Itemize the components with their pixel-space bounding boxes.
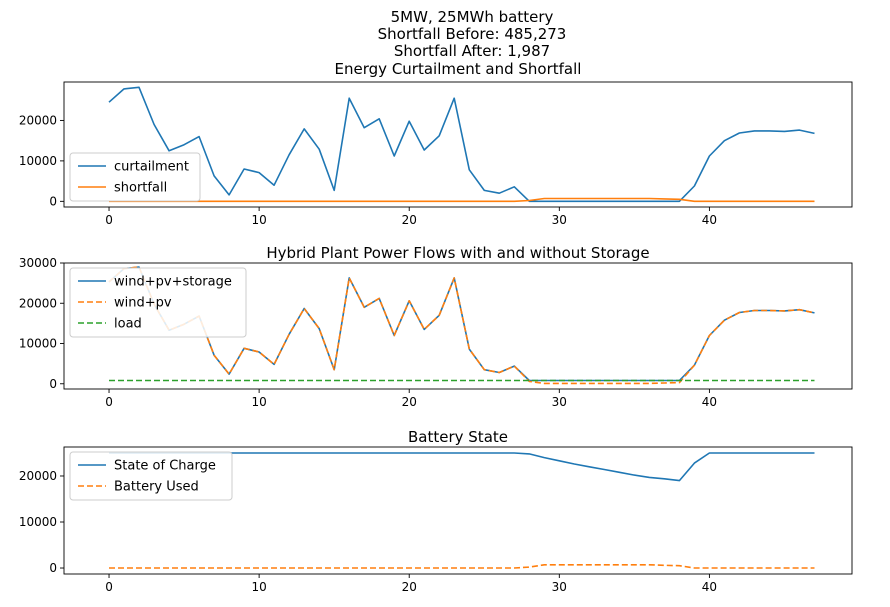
legend-label: State of Charge (114, 459, 216, 474)
x-tick-label: 40 (702, 580, 717, 594)
x-tick-label: 20 (402, 580, 417, 594)
panel-3-title: Battery State (408, 428, 508, 446)
y-tick-label: 10000 (19, 337, 57, 351)
x-tick-label: 30 (552, 213, 567, 227)
x-tick-label: 10 (251, 213, 266, 227)
series-line-curtailment (108, 86, 815, 203)
legend-box (69, 451, 233, 501)
chart-panel-3: Battery State 0 10 20 30 40 0 10000 20000 State o… (19, 428, 853, 594)
panel-1-title: Energy Curtailment and Shortfall (335, 60, 582, 78)
x-tick-label: 20 (402, 213, 417, 227)
x-tick-label: 20 (402, 395, 417, 409)
y-tick-label: 10000 (19, 515, 57, 529)
x-tick-label: 10 (251, 395, 266, 409)
legend-label: curtailment (114, 160, 189, 175)
legend-label: wind+pv (114, 296, 172, 311)
y-tick-label: 30000 (19, 256, 57, 270)
legend-label: wind+pv+storage (114, 275, 232, 290)
legend-box (69, 152, 201, 202)
legend: curtailment shortfall (69, 152, 201, 202)
legend-label: shortfall (114, 181, 167, 196)
series-line-wind-pv (108, 266, 815, 385)
series-line-shortfall (109, 197, 815, 203)
legend-box (69, 267, 247, 338)
y-tick-label: 20000 (19, 296, 57, 310)
series-line-battery-used (109, 563, 815, 569)
figure-title: 5MW, 25MWh battery Shortfall Before: 485… (378, 8, 567, 60)
x-tick-label: 30 (552, 580, 567, 594)
y-tick-label: 20000 (19, 113, 57, 127)
chart-panel-1: Energy Curtailment and Shortfall 0 10 20 30 4… (19, 60, 853, 227)
y-tick-label: 0 (49, 377, 57, 391)
y-tick-label: 0 (49, 194, 57, 208)
y-tick-label: 10000 (19, 154, 57, 168)
legend-label: load (114, 317, 142, 332)
axes-frame (63, 262, 853, 390)
x-tick-label: 40 (702, 395, 717, 409)
x-tick-label: 10 (251, 580, 266, 594)
x-tick-label: 30 (552, 395, 567, 409)
x-tick-label: 0 (105, 580, 113, 594)
legend: State of Charge Battery Used (69, 451, 233, 501)
figure-title-line-2: Shortfall Before: 485,273 (378, 25, 567, 43)
x-tick-label: 40 (702, 213, 717, 227)
figure-title-line-3: Shortfall After: 1,987 (394, 42, 550, 60)
chart-panels: Energy Curtailment and Shortfall 0 10 20 30 4… (19, 60, 853, 594)
chart-panel-2: Hybrid Plant Power Flows with and withou… (19, 244, 853, 409)
figure-title-line-1: 5MW, 25MWh battery (391, 8, 554, 26)
x-tick-label: 0 (105, 395, 113, 409)
x-tick-label: 0 (105, 213, 113, 227)
legend: wind+pv+storage wind+pv load (69, 267, 247, 338)
axes-frame (63, 81, 853, 208)
axes-frame (63, 446, 853, 575)
y-tick-label: 0 (49, 561, 57, 575)
legend-label: Battery Used (114, 480, 199, 495)
y-tick-label: 20000 (19, 469, 57, 483)
panel-2-title: Hybrid Plant Power Flows with and withou… (266, 244, 649, 262)
